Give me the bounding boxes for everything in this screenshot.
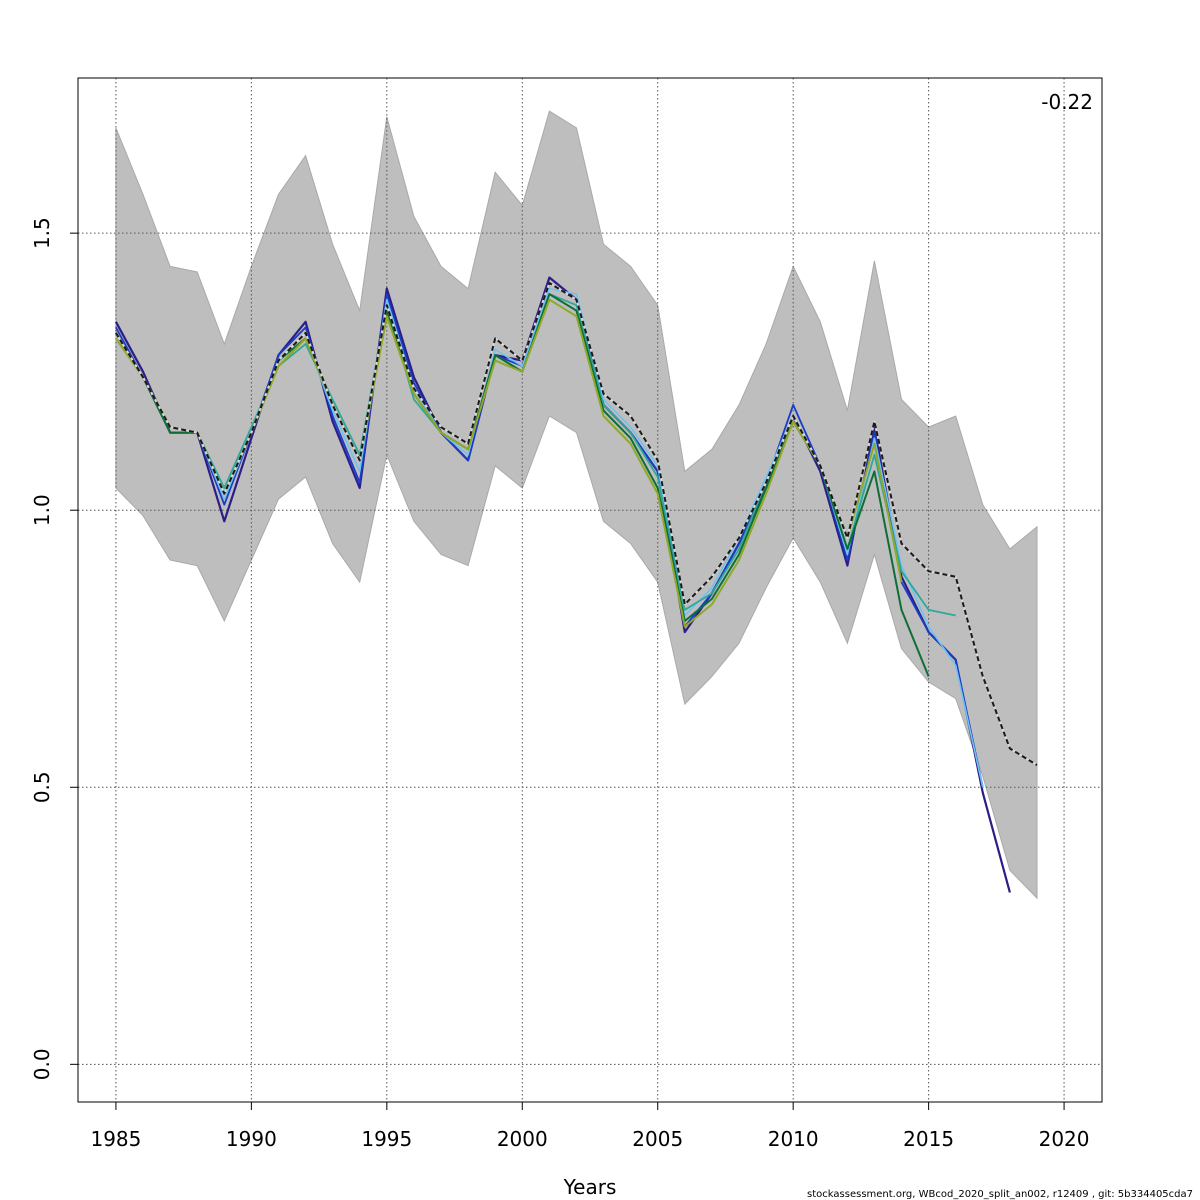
x-axis: 1985 1990 1995 2000 2005 2010 2015 2020 [90, 1101, 1090, 1151]
series-line-7 [115, 282, 1038, 766]
x-tick-label: 1995 [361, 1127, 412, 1151]
y-tick-label: 0.0 [30, 1048, 54, 1080]
x-tick-label: 1985 [90, 1127, 141, 1151]
grid-layer [78, 78, 1102, 1102]
y-tick-label: 1.0 [30, 494, 54, 526]
x-tick-label: 2000 [497, 1127, 548, 1151]
x-axis-title: Years [563, 1175, 617, 1199]
confidence-band [115, 110, 1038, 900]
corner-label: -0.22 [1041, 90, 1093, 114]
x-tick-label: 1990 [226, 1127, 277, 1151]
series-layer [114, 276, 1038, 893]
x-tick-label: 2005 [632, 1127, 683, 1151]
confidence-band-layer [115, 110, 1038, 900]
y-tick-label: 0.5 [30, 771, 54, 803]
x-tick-label: 2020 [1039, 1127, 1090, 1151]
x-tick-label: 2015 [903, 1127, 954, 1151]
y-axis: 0.0 0.5 1.0 1.5 [30, 217, 79, 1080]
x-tick-label: 2010 [768, 1127, 819, 1151]
y-tick-label: 1.5 [30, 217, 54, 249]
footer-caption: stockassessment.org, WBcod_2020_split_an… [807, 1189, 1193, 1200]
